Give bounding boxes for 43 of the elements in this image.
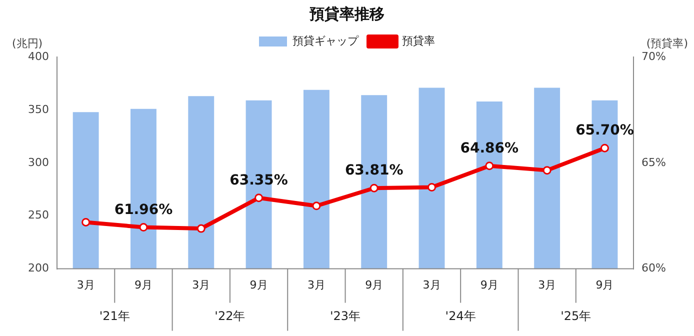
text: '23年 <box>330 308 361 323</box>
y-tick-label: 350 <box>28 102 49 116</box>
y-tick-label: 250 <box>28 208 49 222</box>
point <box>485 162 494 170</box>
point <box>312 202 321 210</box>
point <box>196 224 206 233</box>
x-tick-label: 9月 <box>365 278 384 292</box>
x-tick-label: 9月 <box>134 278 152 292</box>
x-tick-label: 3月 <box>538 278 556 292</box>
point <box>542 166 552 175</box>
y2-tick-label: 70% <box>642 50 666 63</box>
data-label: 65.70% <box>576 122 634 139</box>
point <box>600 144 609 152</box>
legend-label: 預貸ギャップ <box>292 34 360 48</box>
data-label: 64.86% <box>460 140 519 157</box>
y-axis-title: (兆円) <box>12 36 43 50</box>
x-tick-label: 3月 <box>422 278 441 292</box>
y-tick-label: 400 <box>28 50 49 63</box>
y2-axis-title: (預貸率) <box>646 36 688 50</box>
data-label: 63.35% <box>230 172 288 188</box>
point <box>254 194 264 202</box>
x-tick-label: 9月 <box>596 278 614 292</box>
point <box>82 218 90 226</box>
data-label: 61.96% <box>114 202 173 218</box>
text: '22年 <box>214 308 246 323</box>
y2-tick-label: 65% <box>642 156 666 169</box>
text: '21年 <box>99 308 130 323</box>
point <box>139 223 148 232</box>
point <box>370 184 378 192</box>
x-tick-label: 9月 <box>250 278 268 292</box>
data-label: 63.81% <box>344 162 404 179</box>
legend-label: 預貸率 <box>402 34 435 48</box>
text: '25年 <box>560 308 592 323</box>
x-tick-label: 3月 <box>76 278 95 292</box>
y-tick-label: 300 <box>28 156 49 169</box>
x-tick-label: 3月 <box>192 278 210 292</box>
x-tick-label: 3月 <box>307 278 326 292</box>
chart-title: 預貸率推移 <box>308 4 384 23</box>
point <box>428 183 436 192</box>
y2-tick-label: 60% <box>642 262 666 275</box>
y-tick-label: 200 <box>28 262 49 275</box>
x-tick-label: 9月 <box>480 278 498 292</box>
text: '24年 <box>445 308 476 323</box>
